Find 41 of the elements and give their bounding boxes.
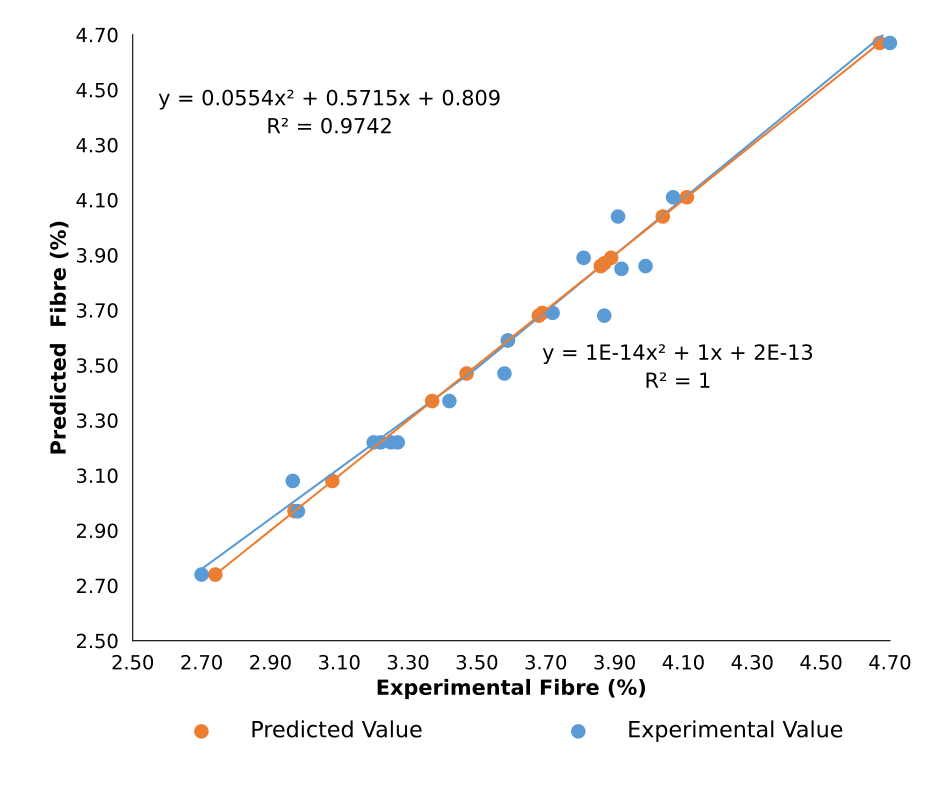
x-tick-label: 4.70 — [869, 654, 910, 670]
legend-label: Experimental Value — [629, 720, 842, 742]
annotation: y = 0.0554x² + 0.5715x + 0.809 R² = 0.9742 — [158, 90, 500, 134]
y-tick-label: 3.70 — [77, 303, 118, 318]
x-tick-label: 2.90 — [250, 654, 291, 670]
y-tick-label: 4.50 — [76, 82, 118, 98]
y-tick-label: 3.50 — [77, 358, 118, 373]
x-tick-label: 3.70 — [526, 654, 566, 670]
point — [194, 567, 209, 582]
y-axis-title: Predicted Fibre (%) — [50, 222, 68, 454]
point — [576, 250, 591, 266]
y-tick-label: 4.70 — [76, 28, 118, 42]
y-tick-label: 4.30 — [76, 138, 118, 153]
y-tick-label: 2.90 — [76, 523, 118, 538]
legend-label: Predicted Value — [252, 720, 422, 738]
y-tick-label: 2.70 — [76, 578, 118, 594]
point — [285, 474, 300, 488]
y-tick-label: 3.30 — [77, 413, 118, 428]
point — [666, 190, 680, 205]
x-tick-label: 3.90 — [594, 654, 635, 670]
point — [442, 394, 457, 408]
x-tick-label: 3.10 — [319, 654, 360, 670]
x-tick-label: 4.10 — [662, 654, 704, 670]
x-tick-label: 4.30 — [732, 654, 773, 670]
point — [638, 258, 653, 274]
x-tick-label: 3.30 — [388, 654, 428, 670]
x-tick-label: 4.50 — [800, 654, 842, 670]
x-tick-label: 2.50 — [112, 654, 154, 670]
point — [596, 308, 612, 323]
point — [610, 209, 626, 224]
x-axis-title: Experimental Fibre (%) — [378, 678, 646, 700]
y-tick-label: 3.10 — [77, 468, 118, 484]
y-tick-label: 3.90 — [77, 248, 118, 263]
x-tick-label: 2.70 — [181, 654, 222, 670]
point — [497, 366, 512, 381]
point — [614, 262, 629, 276]
y-tick-label: 2.50 — [76, 634, 118, 648]
point — [882, 36, 898, 50]
y-tick-label: 4.10 — [76, 192, 118, 208]
x-tick-label: 3.50 — [456, 654, 498, 670]
annotation: y = 1E-14x² + 1x + 2E-13 R² = 1 — [542, 344, 812, 388]
